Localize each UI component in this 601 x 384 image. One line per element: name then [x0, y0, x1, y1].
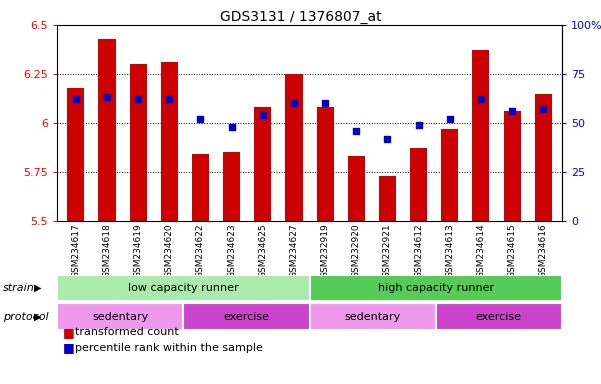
Point [507, 108, 517, 114]
Bar [183, 303, 310, 330]
Point [165, 96, 174, 103]
Bar [57, 303, 183, 330]
Text: protocol: protocol [3, 312, 49, 322]
Text: ▶: ▶ [34, 283, 41, 293]
Point [413, 122, 423, 128]
Bar [57, 275, 310, 301]
Point [445, 116, 454, 122]
Point [196, 116, 206, 122]
Bar [192, 154, 209, 221]
Bar [67, 88, 84, 221]
Bar [410, 148, 427, 221]
Bar [317, 107, 334, 221]
Point [227, 124, 236, 130]
Bar [99, 39, 115, 221]
Text: high capacity runner: high capacity runner [377, 283, 494, 293]
Bar [472, 50, 489, 221]
Point [258, 112, 267, 118]
Bar [130, 64, 147, 221]
Bar [504, 111, 520, 221]
Text: sedentary: sedentary [344, 312, 401, 322]
Text: exercise: exercise [476, 312, 522, 322]
Point [289, 100, 299, 106]
Text: percentile rank within the sample: percentile rank within the sample [75, 343, 263, 353]
Bar [254, 107, 271, 221]
Bar [285, 74, 302, 221]
Bar [310, 303, 436, 330]
Text: ■: ■ [63, 326, 75, 339]
Point [133, 96, 143, 103]
Point [320, 100, 330, 106]
Text: ▶: ▶ [34, 312, 41, 322]
Bar [436, 303, 562, 330]
Bar [348, 156, 365, 221]
Text: exercise: exercise [224, 312, 269, 322]
Text: GDS3131 / 1376807_at: GDS3131 / 1376807_at [220, 10, 381, 23]
Bar [441, 129, 459, 221]
Bar [379, 176, 396, 221]
Point [102, 94, 112, 101]
Point [71, 96, 81, 103]
Bar [310, 275, 562, 301]
Point [383, 136, 392, 142]
Point [352, 127, 361, 134]
Bar [535, 93, 552, 221]
Point [538, 106, 548, 112]
Bar [223, 152, 240, 221]
Text: strain: strain [3, 283, 35, 293]
Point [476, 96, 486, 103]
Text: ■: ■ [63, 341, 75, 354]
Text: transformed count: transformed count [75, 327, 179, 337]
Text: sedentary: sedentary [92, 312, 148, 322]
Text: low capacity runner: low capacity runner [128, 283, 239, 293]
Bar [160, 62, 178, 221]
